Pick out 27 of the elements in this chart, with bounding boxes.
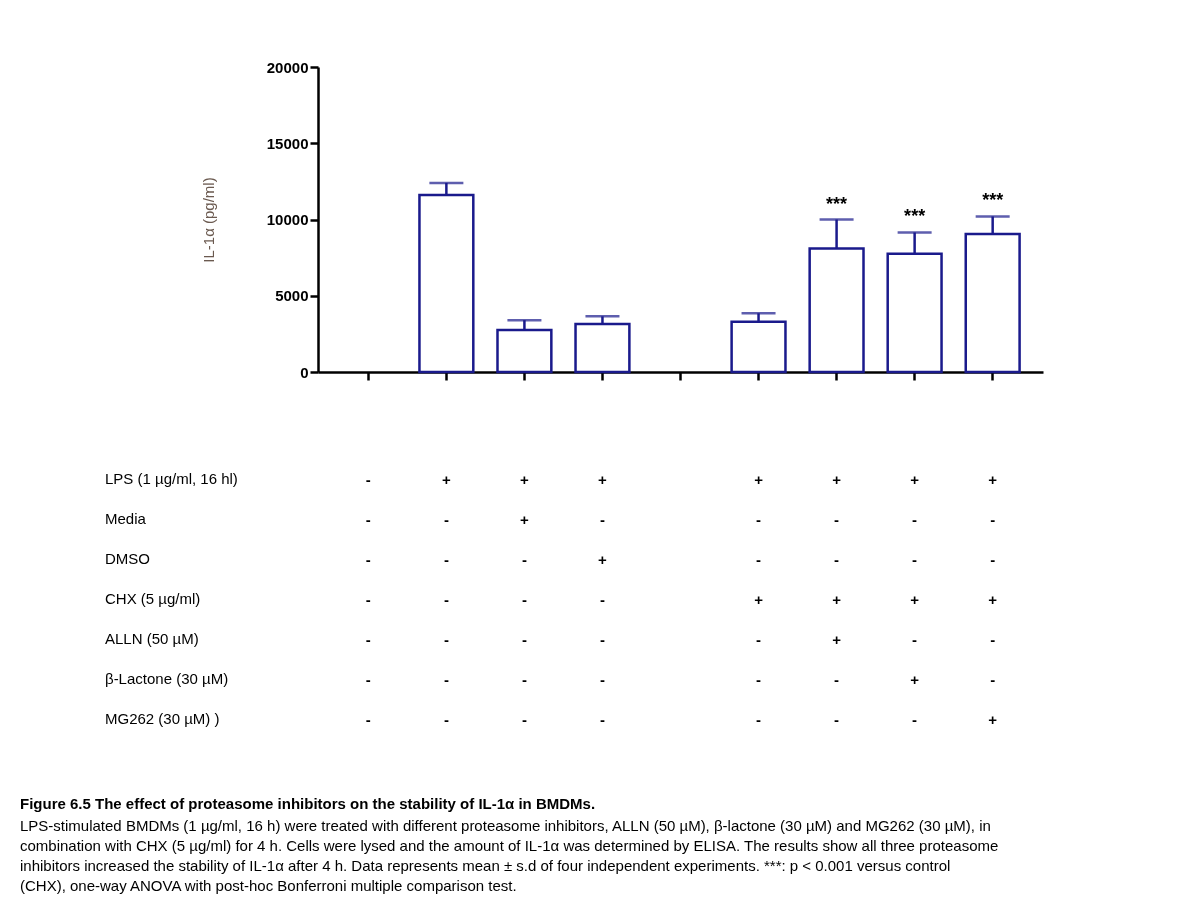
text: LPS-stimulated BMDMs (1 µg/ml, 16 h) were treated with different proteasome inhibitors, ALLN (50 µM), β-lactone (30 µM) and MG262 (30 µM), in combination with CHX (5 µg/ml) for 4 h. Cells were lysed and the amount of IL-1α was determined by ELISA. The results show all three proteasome inhibitors increased the stability of IL-1α after 4 h. Data represents mean ± s.d of four independent experiments. ***: p < 0.001 versus control (CHX), one-way ANOVA with post-hoc Bonferroni multiple comparison test. xyxy=(20,817,999,894)
category-label: + - - + + - - xyxy=(832,470,841,728)
category-label: + - - + - + - xyxy=(910,470,920,728)
y-tick-label: 20000 xyxy=(266,58,309,76)
annotation: *** xyxy=(982,190,1004,211)
text: ALLN (50 µM) xyxy=(105,630,199,647)
annotation: *** xyxy=(826,193,848,214)
y-tick-label: 10000 xyxy=(266,211,309,228)
category-label: + - - + - - - xyxy=(754,470,763,728)
text: Media xyxy=(105,510,147,527)
caption: Figure 6.5 The effect of proteasome inhibitors on the stability of IL-1α in BMDMs. xyxy=(20,795,596,812)
text: CHX (5 µg/ml) xyxy=(105,590,201,607)
text: MG262 (30 µM) ) xyxy=(105,710,220,727)
annotation: *** xyxy=(904,206,926,227)
category-label: + - - - - - - xyxy=(441,470,451,728)
category-label: + - + - - - - xyxy=(598,470,607,728)
text: DMSO xyxy=(105,550,150,567)
category-label: + - - + - - + xyxy=(988,470,998,728)
category-label: - - - - - - - xyxy=(365,470,371,728)
y-axis-title: IL-1α (pg/ml) xyxy=(199,177,217,263)
text: LPS (1 µg/ml, 16 hl) xyxy=(105,470,238,487)
y-tick-label: 0 xyxy=(300,363,309,381)
text: β-Lactone (30 µM) xyxy=(105,670,229,687)
y-tick-label: 5000 xyxy=(275,287,309,305)
y-tick-label: 15000 xyxy=(266,134,309,152)
bar xyxy=(574,322,631,374)
category-label: + + - - - - - xyxy=(520,470,529,728)
